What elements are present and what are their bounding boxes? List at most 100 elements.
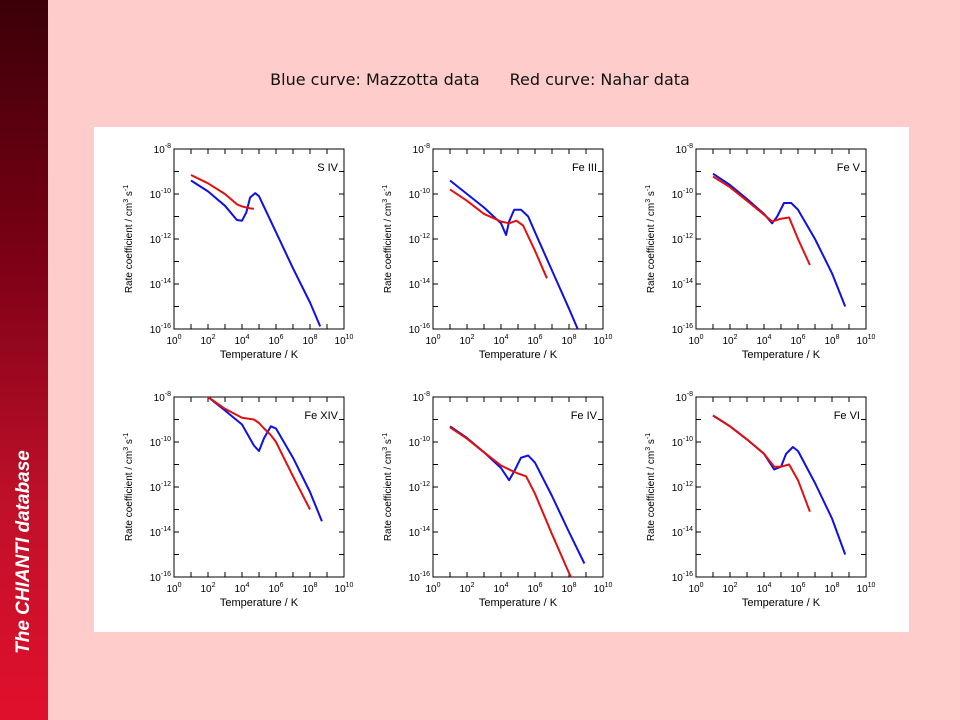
- x-tick-label: 102: [200, 334, 215, 347]
- y-tick-label: 10-14: [672, 278, 693, 291]
- x-tick-label: 108: [561, 334, 576, 347]
- x-tick-label: 108: [302, 582, 317, 595]
- chart-2: 100 102 104 106 108 1010 10-16 10-14 10-12 10-10 1…: [382, 143, 613, 361]
- x-axis-label: Temperature / K: [742, 597, 821, 609]
- chart-5: 100 102 104 106 108 1010 10-16 10-14 10-12 10-10 1…: [382, 391, 613, 609]
- x-tick-label: 108: [302, 334, 317, 347]
- x-tick-label: 108: [824, 334, 839, 347]
- y-tick-label: 10-16: [150, 571, 171, 584]
- series-mazzotta: [712, 172, 847, 307]
- chart-1: 100 102 104 106 108 1010 10-16 10-14 10-12 10-10 1…: [123, 143, 354, 361]
- y-tick-label: 10-16: [409, 323, 430, 336]
- x-tick-label: 100: [166, 582, 181, 595]
- x-tick-label: 1010: [335, 582, 354, 595]
- y-tick-label: 10-16: [150, 323, 171, 336]
- x-tick-label: 106: [268, 582, 283, 595]
- x-axis-label: Temperature / K: [220, 349, 299, 361]
- caption: Blue curve: Mazzotta data Red curve: Naha…: [0, 70, 960, 89]
- caption-red-curve: Red curve: Nahar data: [509, 70, 690, 89]
- ion-label: Fe XIV: [304, 410, 338, 422]
- y-tick-label: 10-14: [409, 526, 430, 539]
- sidebar-title: The CHIANTI database: [13, 450, 34, 654]
- series-nahar: [205, 397, 311, 510]
- y-tick-label: 10-12: [672, 233, 693, 246]
- x-tick-label: 104: [756, 334, 771, 347]
- x-tick-label: 1010: [857, 582, 876, 595]
- y-tick-label: 10-10: [150, 188, 171, 201]
- series-nahar: [712, 175, 811, 266]
- series-mazzotta: [205, 397, 323, 522]
- x-tick-label: 104: [234, 582, 249, 595]
- y-tick-label: 10-8: [413, 391, 430, 404]
- ion-label: Fe VI: [834, 410, 860, 422]
- x-tick-label: 104: [234, 334, 249, 347]
- ion-label: S IV: [317, 162, 338, 174]
- ion-label: Fe V: [837, 162, 861, 174]
- y-tick-label: 10-8: [676, 391, 693, 404]
- y-tick-label: 10-14: [150, 526, 171, 539]
- y-tick-label: 10-10: [672, 436, 693, 449]
- y-tick-label: 10-12: [150, 481, 171, 494]
- x-axis-label: Temperature / K: [479, 597, 558, 609]
- ion-label: Fe IV: [571, 410, 598, 422]
- y-axis-label: Rate coefficient / cm3 s-1: [382, 433, 394, 541]
- x-tick-label: 1010: [594, 582, 613, 595]
- x-tick-label: 100: [166, 334, 181, 347]
- x-tick-label: 100: [688, 334, 703, 347]
- y-tick-label: 10-12: [150, 233, 171, 246]
- caption-blue-curve: Blue curve: Mazzotta data: [270, 70, 480, 89]
- x-tick-label: 106: [790, 582, 805, 595]
- x-tick-label: 108: [824, 582, 839, 595]
- x-tick-label: 106: [268, 334, 283, 347]
- y-tick-label: 10-16: [672, 323, 693, 336]
- x-tick-label: 102: [459, 582, 474, 595]
- x-tick-label: 1010: [594, 334, 613, 347]
- y-tick-label: 10-16: [672, 571, 693, 584]
- chart-grid: 100 102 104 106 108 1010 10-16 10-14 10-12 10-10 1…: [123, 143, 876, 609]
- x-tick-label: 106: [790, 334, 805, 347]
- y-tick-label: 10-14: [409, 278, 430, 291]
- series-nahar: [449, 188, 548, 279]
- series-mazzotta: [449, 425, 586, 564]
- x-tick-label: 104: [493, 582, 508, 595]
- plot-frame: [695, 396, 867, 578]
- plot-frame: [432, 148, 604, 330]
- figure-panel: 100 102 104 106 108 1010 10-16 10-14 10-12 10-10 1…: [94, 127, 909, 632]
- ion-label: Fe III: [572, 162, 597, 174]
- series-mazzotta: [449, 179, 579, 329]
- x-axis-label: Temperature / K: [220, 597, 299, 609]
- chart-4: 100 102 104 106 108 1010 10-16 10-14 10-12 10-10 1…: [123, 391, 354, 609]
- y-tick-label: 10-12: [409, 481, 430, 494]
- x-tick-label: 106: [527, 582, 542, 595]
- y-tick-label: 10-16: [409, 571, 430, 584]
- y-axis-label: Rate coefficient / cm3 s-1: [645, 433, 657, 541]
- x-tick-label: 100: [425, 582, 440, 595]
- y-tick-label: 10-14: [150, 278, 171, 291]
- series-mazzotta: [190, 179, 322, 327]
- x-tick-label: 106: [527, 334, 542, 347]
- x-tick-label: 102: [200, 582, 215, 595]
- x-tick-label: 108: [561, 582, 576, 595]
- x-tick-label: 102: [722, 334, 737, 347]
- y-tick-label: 10-10: [672, 188, 693, 201]
- x-axis-label: Temperature / K: [742, 349, 821, 361]
- x-tick-label: 1010: [335, 334, 354, 347]
- y-tick-label: 10-8: [413, 143, 430, 156]
- y-tick-label: 10-10: [409, 188, 430, 201]
- x-axis-label: Temperature / K: [479, 349, 558, 361]
- y-tick-label: 10-12: [672, 481, 693, 494]
- y-tick-label: 10-10: [150, 436, 171, 449]
- y-tick-label: 10-8: [154, 391, 171, 404]
- x-tick-label: 100: [688, 582, 703, 595]
- plot-frame: [173, 148, 345, 330]
- chart-6: 100 102 104 106 108 1010 10-16 10-14 10-12 10-10 1…: [645, 391, 876, 609]
- y-tick-label: 10-12: [409, 233, 430, 246]
- y-tick-label: 10-10: [409, 436, 430, 449]
- series-mazzotta: [712, 414, 847, 555]
- y-tick-label: 10-14: [672, 526, 693, 539]
- sidebar: [0, 0, 48, 720]
- series-nahar: [449, 426, 573, 577]
- series-nahar: [712, 414, 811, 513]
- x-tick-label: 100: [425, 334, 440, 347]
- x-tick-label: 102: [459, 334, 474, 347]
